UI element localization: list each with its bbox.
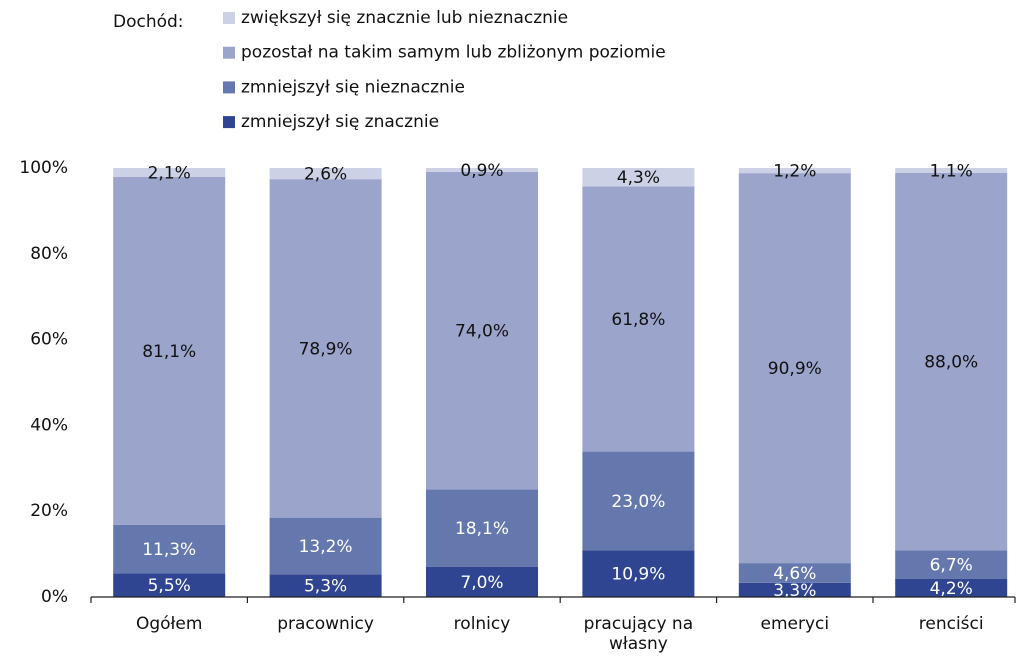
value-label: 0,9% bbox=[460, 161, 503, 181]
legend-label: zmniejszył się znacznie bbox=[241, 112, 439, 132]
legend-label: pozostał na takim samym lub zbliżonym po… bbox=[241, 43, 666, 63]
legend-title: Dochód: bbox=[113, 12, 184, 32]
legend-swatch bbox=[223, 116, 235, 129]
x-tick-label: rolnicy bbox=[453, 614, 511, 634]
bar-segment bbox=[269, 179, 382, 518]
bar-segment bbox=[738, 582, 851, 597]
bar-segment bbox=[426, 171, 538, 490]
x-tick-label: renciści bbox=[918, 614, 984, 634]
bar-segment bbox=[113, 524, 226, 574]
value-label: 6,7% bbox=[930, 556, 973, 576]
x-tick-label: pracownicy bbox=[277, 614, 374, 634]
value-label: 90,9% bbox=[768, 359, 822, 379]
value-label: 1,1% bbox=[930, 161, 973, 181]
legend-swatch bbox=[223, 46, 235, 59]
bar-segment bbox=[582, 186, 695, 452]
value-label: 88,0% bbox=[924, 352, 978, 372]
x-tick-label: emeryci bbox=[760, 614, 830, 634]
bar-segment bbox=[269, 168, 382, 180]
x-tick-label: pracujący na własny rachunek bbox=[583, 614, 694, 656]
legend-swatch bbox=[223, 81, 235, 94]
value-label: 23,0% bbox=[611, 492, 665, 512]
bar-segment bbox=[582, 168, 695, 187]
bar-segment bbox=[895, 168, 1008, 173]
value-label: 1,2% bbox=[773, 162, 816, 182]
bar-segment bbox=[426, 566, 538, 597]
value-label: 2,6% bbox=[304, 165, 347, 185]
bar-segment bbox=[113, 168, 226, 178]
value-label: 81,1% bbox=[142, 342, 196, 362]
value-label: 5,3% bbox=[304, 577, 347, 597]
value-label: 11,3% bbox=[142, 540, 196, 560]
value-label: 3,3% bbox=[773, 581, 816, 601]
value-label: 74,0% bbox=[455, 322, 509, 342]
bar-segment bbox=[738, 563, 851, 583]
value-label: 4,2% bbox=[930, 579, 973, 599]
bar-segment bbox=[269, 574, 382, 597]
y-tick-label: 40% bbox=[30, 415, 68, 435]
bar-segment bbox=[895, 172, 1008, 551]
bar-segment bbox=[738, 173, 851, 564]
value-label: 4,6% bbox=[773, 564, 816, 584]
y-tick-label: 0% bbox=[41, 587, 68, 607]
bar-segment bbox=[895, 578, 1008, 597]
bar-segment bbox=[895, 550, 1008, 579]
y-tick-label: 60% bbox=[30, 330, 68, 350]
bar-segment bbox=[582, 550, 695, 597]
legend-label: zmniejszył się nieznacznie bbox=[241, 77, 465, 97]
value-label: 78,9% bbox=[299, 339, 353, 359]
value-label: 61,8% bbox=[611, 310, 665, 330]
legend-label: zwiększył się znacznie lub nieznacznie bbox=[241, 8, 568, 28]
bar-segment bbox=[582, 451, 695, 551]
value-label: 2,1% bbox=[148, 164, 191, 184]
legend-swatch bbox=[223, 12, 235, 24]
value-label: 5,5% bbox=[148, 576, 191, 596]
bar-segment bbox=[738, 168, 851, 174]
value-label: 7,0% bbox=[460, 573, 503, 593]
value-label: 13,2% bbox=[299, 537, 353, 557]
value-label: 10,9% bbox=[611, 565, 665, 585]
bar-segment bbox=[113, 573, 226, 597]
y-tick-label: 100% bbox=[19, 158, 68, 178]
y-tick-label: 80% bbox=[30, 244, 68, 264]
bar-segment bbox=[426, 489, 538, 567]
x-tick-label: Ogółem bbox=[135, 614, 203, 634]
value-label: 18,1% bbox=[455, 519, 509, 539]
bar-segment bbox=[113, 177, 226, 525]
bar-segment bbox=[426, 168, 538, 172]
y-tick-label: 20% bbox=[30, 501, 68, 521]
bar-segment bbox=[269, 517, 382, 575]
value-label: 4,3% bbox=[617, 168, 660, 188]
